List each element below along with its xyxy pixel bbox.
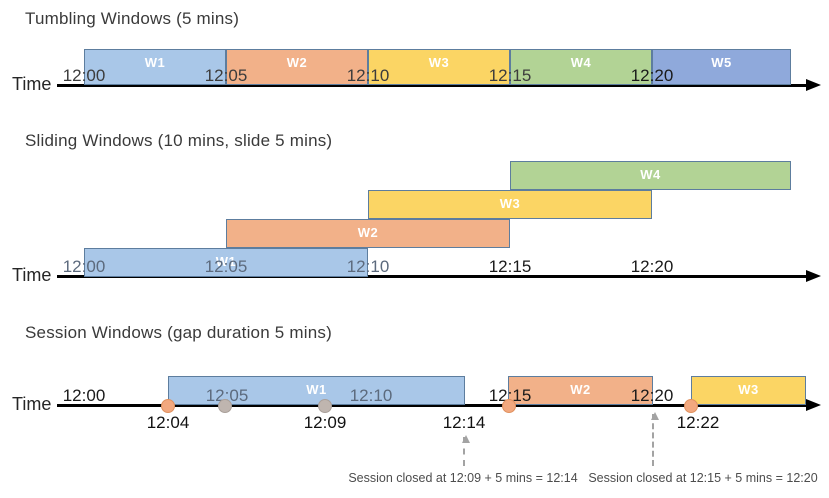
window-box-w3: W3 (368, 49, 510, 85)
tick-label: 12:00 (62, 257, 106, 276)
event-dot (684, 399, 698, 413)
tick-label: 12:10 (346, 257, 390, 276)
tick-label: 12:15 (488, 66, 532, 85)
window-label: W2 (286, 55, 308, 70)
window-label: W3 (738, 382, 759, 397)
axis-arrowhead-icon (806, 79, 821, 91)
time-axis-label: Time (12, 74, 52, 94)
axis-line (57, 404, 806, 407)
section-title: Tumbling Windows (5 mins) (25, 9, 240, 28)
window-box-w5: W5 (652, 49, 791, 85)
event-time-label: 12:22 (676, 413, 720, 432)
window-box-w4: W4 (510, 161, 791, 190)
tick-label: 12:05 (204, 66, 248, 85)
event-time-label: 12:14 (442, 413, 486, 432)
window-box-w3: W3 (691, 376, 806, 405)
window-label: W3 (499, 196, 521, 211)
window-box-w4: W4 (510, 49, 652, 85)
window-box-w2: W2 (226, 49, 368, 85)
window-box-w1: W1 (168, 376, 465, 405)
axis-line (57, 84, 806, 87)
window-label: W1 (144, 55, 166, 70)
event-dot (502, 399, 516, 413)
dashed-arrow (462, 435, 470, 466)
window-label: W4 (570, 55, 592, 70)
window-box-w2: W2 (226, 219, 510, 248)
tick-label: 12:05 (205, 386, 249, 405)
tick-label: 12:10 (349, 386, 393, 405)
window-box-w1: W1 (84, 49, 226, 85)
tick-label: 12:10 (346, 66, 390, 85)
window-box-w2: W2 (508, 376, 653, 405)
time-axis-label: Time (12, 394, 52, 414)
event-dot (318, 399, 332, 413)
time-axis-label: Time (12, 265, 52, 285)
axis-arrowhead-icon (806, 399, 821, 411)
event-dot (161, 399, 175, 413)
tick-label: 12:15 (488, 386, 532, 405)
arrow-up-icon (651, 412, 659, 420)
axis-arrowhead-icon (806, 270, 821, 282)
tick-label: 12:00 (62, 66, 106, 85)
window-label: W1 (306, 382, 327, 397)
tick-label: 12:20 (630, 386, 674, 405)
window-box-w1: W1 (84, 248, 368, 277)
tick-label: 12:20 (630, 66, 674, 85)
tick-label: 12:05 (204, 257, 248, 276)
event-time-label: 12:09 (303, 413, 347, 432)
window-label: W2 (570, 382, 591, 397)
tick-label: 12:15 (488, 257, 532, 276)
axis-line (57, 275, 806, 278)
section-title: Sliding Windows (10 mins, slide 5 mins) (25, 131, 333, 150)
event-dot (218, 399, 232, 413)
window-label: W4 (640, 167, 661, 182)
event-time-label: 12:04 (146, 413, 190, 432)
dashed-arrow (651, 412, 659, 466)
tick-label: 12:00 (62, 386, 106, 405)
section-title: Session Windows (gap duration 5 mins) (25, 323, 332, 342)
session-annotation: Session closed at 12:15 + 5 mins = 12:20 (588, 471, 818, 485)
arrow-up-icon (462, 435, 470, 443)
window-label: W2 (357, 225, 379, 240)
session-annotation: Session closed at 12:09 + 5 mins = 12:14 (348, 471, 578, 485)
tick-label: 12:20 (630, 257, 674, 276)
window-label: W1 (215, 254, 237, 269)
window-label: W3 (428, 55, 450, 70)
window-box-w3: W3 (368, 190, 652, 219)
window-label: W5 (711, 55, 732, 70)
